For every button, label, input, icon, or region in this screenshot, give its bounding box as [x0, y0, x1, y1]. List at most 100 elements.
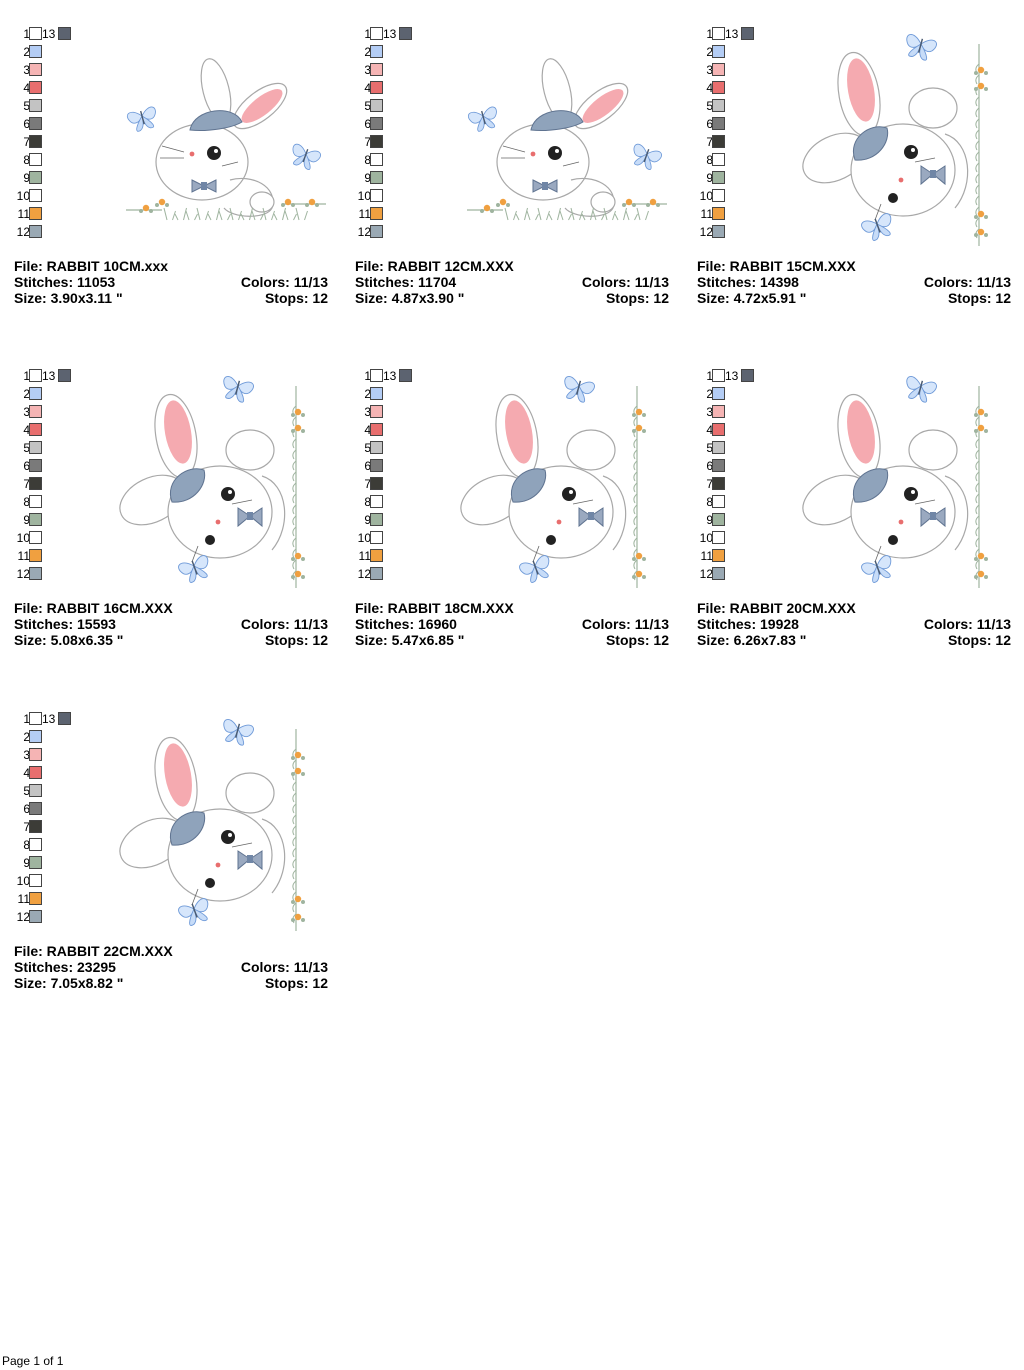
- stitches-value: 19928: [760, 616, 799, 632]
- color-swatch: [712, 459, 725, 472]
- palette-row: 9: [14, 170, 78, 188]
- palette-row: 10: [355, 530, 419, 548]
- palette-number: 6: [706, 459, 713, 473]
- color-palette: 1 13 2 3 4 5 6 7 8 9 10 11 12: [14, 711, 78, 927]
- palette-number: 11: [17, 549, 30, 563]
- color-swatch: [29, 549, 42, 562]
- palette-number: 4: [706, 81, 713, 95]
- color-swatch: [712, 81, 725, 94]
- palette-row: 10: [697, 530, 761, 548]
- palette-row: 2: [14, 44, 78, 62]
- palette-number: 5: [23, 441, 30, 455]
- palette-row: 4: [14, 765, 78, 783]
- flower-icon: [974, 552, 988, 561]
- color-swatch: [29, 459, 42, 472]
- colors-label: Colors:: [923, 274, 977, 290]
- design-preview: [112, 709, 330, 937]
- palette-number: 12: [357, 567, 371, 581]
- palette-number: 2: [706, 45, 713, 59]
- color-swatch: [29, 567, 42, 580]
- palette-number: 11: [700, 549, 713, 563]
- butterfly-icon: [178, 898, 209, 926]
- file-label: File:: [14, 258, 47, 274]
- palette-row: 1 13: [697, 368, 761, 386]
- stitches-label: Stitches:: [355, 616, 419, 632]
- palette-number: 4: [23, 423, 30, 437]
- palette-row: 2: [14, 386, 78, 404]
- colors-value: 11/13: [293, 959, 328, 975]
- color-swatch: [370, 27, 383, 40]
- size-value: 7.05x8.82 ": [50, 975, 124, 991]
- palette-row: 10: [697, 188, 761, 206]
- size-line: Size: 4.72x5.91 " Stops: 12: [697, 290, 1011, 306]
- color-palette: 1 13 2 3 4 5 6 7 8 9 10 11 12: [355, 368, 419, 584]
- stops-info: Stops: 12: [265, 975, 328, 991]
- size-label: Size:: [14, 975, 51, 991]
- palette-row: 3: [697, 404, 761, 422]
- palette-number: 3: [706, 405, 713, 419]
- color-swatch: [712, 513, 725, 526]
- size-label: Size:: [697, 290, 734, 306]
- color-swatch: [58, 369, 71, 382]
- palette-number: 5: [23, 99, 30, 113]
- color-swatch: [712, 495, 725, 508]
- color-swatch: [370, 81, 383, 94]
- size-line: Size: 7.05x8.82 " Stops: 12: [14, 975, 328, 991]
- flower-icon: [291, 767, 305, 776]
- color-swatch: [741, 369, 754, 382]
- flower-icon: [155, 198, 169, 207]
- palette-row: 3: [355, 404, 419, 422]
- stitches-value: 11053: [77, 274, 116, 290]
- palette-number: 8: [23, 838, 30, 852]
- palette-number: 1: [706, 27, 713, 41]
- stops-label: Stops:: [947, 290, 996, 306]
- palette-row: 4: [697, 80, 761, 98]
- color-swatch: [29, 874, 42, 887]
- color-swatch: [29, 892, 42, 905]
- palette-number: 9: [23, 856, 30, 870]
- design-card: 1 13 2 3 4 5 6 7 8 9 10 11 12: [697, 24, 1013, 314]
- colors-value: 11/13: [976, 616, 1011, 632]
- palette-number: 2: [23, 387, 30, 401]
- palette-number: 6: [364, 459, 371, 473]
- color-swatch: [370, 99, 383, 112]
- color-swatch: [29, 495, 42, 508]
- palette-row: 11: [355, 206, 419, 224]
- color-swatch: [370, 171, 383, 184]
- size-label: Size:: [14, 632, 51, 648]
- stops-info: Stops: 12: [265, 290, 328, 306]
- butterfly-icon: [633, 143, 662, 170]
- color-swatch: [58, 27, 71, 40]
- palette-number: 6: [364, 117, 371, 131]
- flower-icon: [291, 751, 305, 760]
- stitches-value: 11704: [418, 274, 457, 290]
- color-swatch: [370, 405, 383, 418]
- palette-number: 11: [700, 207, 713, 221]
- palette-row: 12: [355, 224, 419, 242]
- color-palette: 1 13 2 3 4 5 6 7 8 9 10 11 12: [355, 26, 419, 242]
- stops-info: Stops: 12: [606, 632, 669, 648]
- palette-row: 7: [697, 476, 761, 494]
- stops-label: Stops:: [264, 290, 313, 306]
- butterfly-icon: [564, 376, 595, 403]
- design-info: File: RABBIT 15CM.XXX Stitches: 14398 Co…: [697, 258, 1011, 306]
- palette-row: 10: [355, 188, 419, 206]
- size-value: 3.90x3.11 ": [50, 290, 123, 306]
- design-info: File: RABBIT 18CM.XXX Stitches: 16960 Co…: [355, 600, 669, 648]
- stops-value: 12: [653, 632, 669, 648]
- stitches-label: Stitches:: [14, 959, 78, 975]
- palette-number: 13: [725, 27, 739, 41]
- stitches-value: 23295: [77, 959, 116, 975]
- palette-row: 5: [14, 783, 78, 801]
- palette-row: 6: [14, 458, 78, 476]
- color-swatch: [712, 207, 725, 220]
- color-swatch: [370, 45, 383, 58]
- color-swatch: [370, 495, 383, 508]
- palette-number: 13: [42, 27, 56, 41]
- palette-row: 7: [697, 134, 761, 152]
- palette-number: 3: [364, 405, 371, 419]
- stitches-label: Stitches:: [14, 616, 78, 632]
- color-swatch: [712, 135, 725, 148]
- design-preview: [795, 24, 1013, 252]
